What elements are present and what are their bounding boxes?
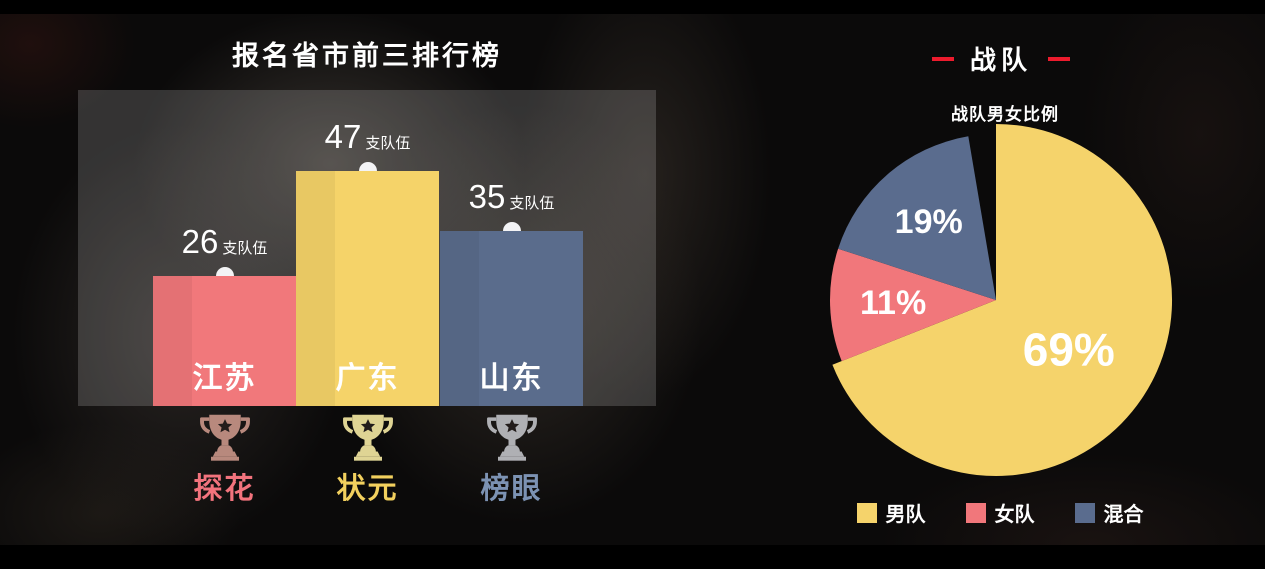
legend-label: 混合	[1103, 504, 1144, 526]
bar-category-label: 山东	[479, 362, 544, 395]
bar-group-shandong: 35 支队伍 山东	[440, 90, 583, 406]
silver-trophy-icon	[486, 414, 537, 461]
legend-label: 男队	[885, 504, 926, 526]
legend-label: 女队	[994, 504, 1035, 526]
award-first-place: 状元	[296, 412, 439, 507]
pie-slice-混合	[838, 136, 996, 300]
bar-category-label: 广东	[335, 362, 400, 395]
pie-slice-男队	[832, 123, 1173, 476]
award-third-place: 探花	[153, 412, 296, 507]
pie-slice-女队	[830, 248, 996, 362]
red-dash-left	[931, 56, 954, 61]
pie-chart-subtitle: 战队男女比例	[951, 105, 1059, 124]
bar-category-label: 江苏	[192, 362, 257, 395]
award-label: 状元	[336, 473, 399, 505]
pie-percent-label: 19%	[895, 203, 963, 241]
award-label: 探花	[193, 473, 256, 505]
bar: 山东	[440, 231, 583, 406]
legend-item-male: 男队	[856, 498, 926, 527]
bar: 江苏	[153, 276, 296, 406]
bar-value-label: 47 支队伍	[324, 118, 411, 155]
pie-section-title: 战队	[969, 45, 1032, 75]
bronze-trophy-icon	[199, 414, 250, 461]
bar-chart-title: 报名省市前三排行榜	[232, 41, 502, 71]
gold-trophy-icon	[342, 414, 393, 461]
pie-percent-label: 69%	[1023, 324, 1115, 376]
bar-chart-panel: 26 支队伍 江苏 47 支队伍 广东 35 支队伍 山东	[78, 90, 656, 406]
award-label: 榜眼	[480, 473, 543, 505]
pie-section-header: 战队	[820, 40, 1182, 77]
legend-swatch	[1074, 502, 1095, 523]
red-dash-right	[1048, 56, 1070, 61]
bar-group-guangdong: 47 支队伍 广东	[296, 90, 439, 406]
legend-item-female: 女队	[965, 498, 1035, 527]
bar-value-label: 35 支队伍	[468, 178, 555, 215]
bar-group-jiangsu: 26 支队伍 江苏	[153, 90, 296, 406]
bar-value-unit: 支队伍	[222, 240, 268, 257]
pie-chart: 69% 11% 19%	[830, 123, 1173, 476]
bar: 广东	[296, 171, 439, 406]
bar-value-label: 26 支队伍	[181, 223, 268, 260]
legend-swatch	[856, 502, 877, 523]
legend-item-mixed: 混合	[1074, 498, 1144, 527]
bar-value-unit: 支队伍	[365, 135, 411, 152]
bar-value-unit: 支队伍	[509, 195, 555, 212]
pie-legend: 男队 女队 混合	[810, 498, 1190, 527]
award-second-place: 榜眼	[440, 412, 583, 507]
legend-swatch	[965, 502, 986, 523]
pie-percent-label: 11%	[860, 284, 926, 322]
